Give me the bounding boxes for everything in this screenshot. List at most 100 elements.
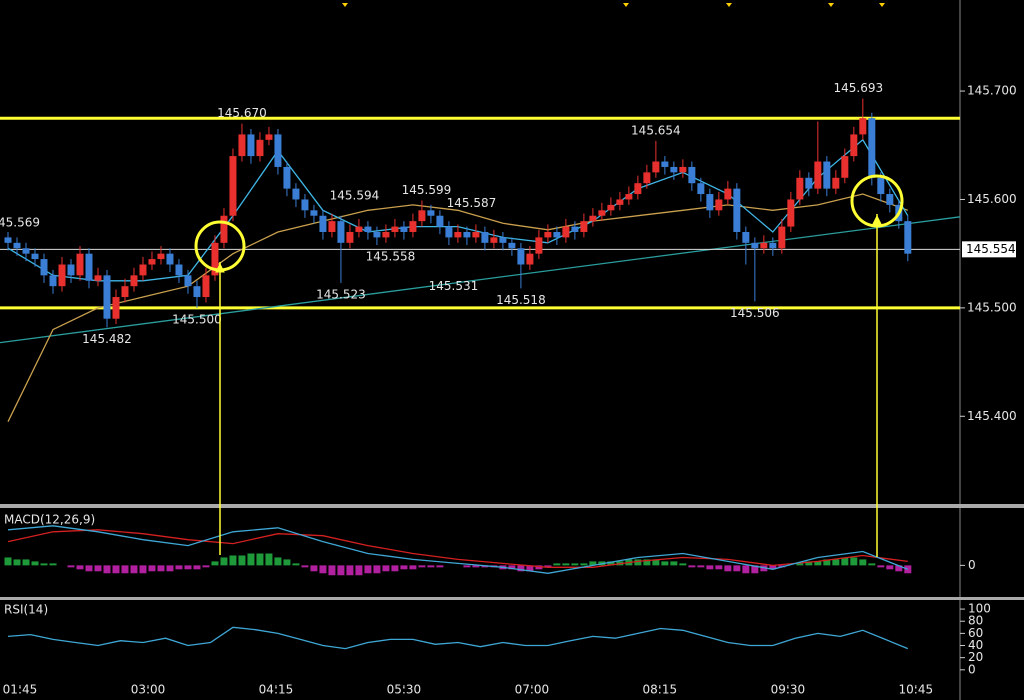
candle-body: [148, 259, 156, 265]
histogram-bar: [193, 565, 201, 570]
candle-body: [454, 231, 462, 238]
candle-body: [364, 226, 372, 232]
candle-body: [643, 172, 651, 184]
histogram-bar: [328, 565, 336, 576]
histogram-bar: [49, 563, 57, 566]
candle-body: [571, 226, 579, 232]
candle-body: [580, 221, 588, 232]
histogram-bar: [832, 559, 840, 566]
histogram-bar: [868, 563, 876, 566]
highlights: [194, 174, 904, 557]
candle-body: [517, 248, 525, 265]
candle-body: [877, 177, 885, 195]
candle-body: [409, 221, 417, 232]
event-marker: [342, 3, 348, 7]
x-tick-label: 07:00: [515, 683, 550, 697]
candle-body: [94, 275, 102, 281]
histogram-bar: [742, 565, 750, 574]
candle-body: [22, 248, 30, 254]
x-tick-label: 04:15: [259, 683, 294, 697]
histogram-bar: [220, 557, 228, 566]
candle-body: [346, 231, 354, 243]
candle-body: [472, 231, 480, 238]
candle-body: [778, 226, 786, 249]
candle-body: [733, 188, 741, 232]
candle-body: [211, 242, 219, 276]
panel-title: RSI(14): [4, 603, 48, 617]
histogram-bar: [796, 563, 804, 566]
price-annotation: 145.587: [447, 196, 497, 210]
y-tick-label: 145.500: [967, 300, 1017, 314]
histogram-bar: [229, 555, 237, 566]
candle-body: [40, 259, 48, 276]
histogram-bar: [607, 561, 615, 566]
histogram-bar: [292, 563, 300, 566]
event-marker: [623, 3, 629, 7]
histogram-bar: [283, 559, 291, 566]
histogram-bar: [517, 565, 525, 572]
candle-body: [238, 134, 246, 157]
candle-body: [328, 221, 336, 232]
candle-body: [103, 275, 111, 319]
y-tick-label: 60: [968, 626, 983, 640]
candle-body: [742, 231, 750, 243]
price-annotation: 145.531: [429, 279, 479, 293]
candle-body: [481, 231, 489, 243]
candle-body: [904, 221, 912, 254]
histogram-bar: [40, 563, 48, 566]
price-annotation: 145.506: [730, 306, 780, 320]
candle-body: [175, 264, 183, 276]
event-marker: [726, 3, 732, 7]
candle-body: [670, 166, 678, 173]
histogram-bar: [409, 565, 417, 570]
histogram-bar: [697, 565, 705, 568]
candle-body: [49, 275, 57, 287]
histogram-bar: [31, 561, 39, 566]
histogram-bar: [679, 563, 687, 566]
candle-body: [202, 275, 210, 298]
signal-arrow: [872, 214, 882, 225]
candle-body: [112, 297, 120, 319]
candle-body: [787, 199, 795, 227]
histogram-bar: [346, 565, 354, 576]
candle-body: [400, 226, 408, 232]
histogram-bar: [382, 565, 390, 572]
histogram-bar: [139, 565, 147, 574]
candle-body: [436, 215, 444, 227]
histogram-bar: [706, 565, 714, 570]
histogram-bar: [400, 565, 408, 570]
histogram-bar: [850, 557, 858, 566]
candle-body: [751, 242, 759, 249]
histogram-bar: [22, 559, 30, 566]
candle-body: [4, 237, 12, 243]
candle-body: [652, 161, 660, 173]
histogram-bar: [535, 565, 543, 570]
x-tick-label: 03:00: [131, 683, 166, 697]
candle-body: [391, 226, 399, 232]
candle-body: [859, 118, 867, 135]
x-tick-label: 01:45: [3, 683, 38, 697]
candle-body: [499, 237, 507, 243]
histogram-bar: [841, 557, 849, 566]
candle-body: [220, 215, 228, 243]
panel-separator: [0, 504, 1024, 508]
y-tick-label: 0: [968, 558, 976, 572]
candle-body: [814, 161, 822, 189]
moving-average: [7, 193, 909, 422]
histogram-bar: [175, 565, 183, 570]
histogram-bar: [103, 565, 111, 574]
histogram-bar: [85, 565, 93, 572]
candle-body: [796, 177, 804, 200]
candle-body: [184, 275, 192, 287]
candle-body: [76, 253, 84, 276]
histogram-bar: [373, 565, 381, 574]
candle-body: [850, 134, 858, 157]
candle-body: [679, 166, 687, 173]
histogram-bar: [238, 555, 246, 566]
candle-body: [544, 231, 552, 238]
histogram-bar: [130, 565, 138, 574]
candle-body: [823, 161, 831, 189]
histogram-bar: [553, 563, 561, 566]
histogram-bar: [247, 553, 255, 566]
x-tick-label: 08:15: [643, 683, 678, 697]
